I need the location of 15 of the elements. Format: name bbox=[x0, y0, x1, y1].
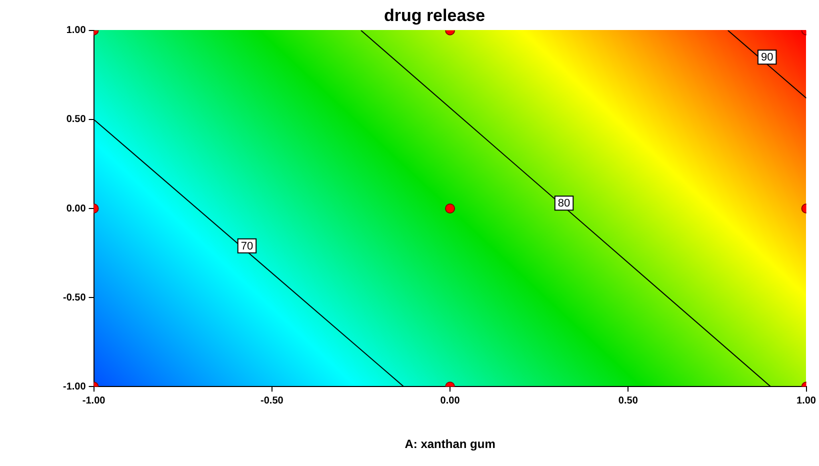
x-axis-title: A: xanthan gum bbox=[404, 437, 496, 452]
y-tick-label: -0.50 bbox=[62, 292, 86, 304]
x-tick-label: 0.00 bbox=[440, 395, 460, 406]
x-tick-label: -0.50 bbox=[260, 395, 284, 406]
annotation: 90 bbox=[760, 52, 774, 64]
y-tick-label: 1.00 bbox=[66, 25, 86, 36]
annotation: 70 bbox=[240, 240, 254, 252]
chart-title: drug release bbox=[384, 6, 486, 25]
x-tick-label: 0.50 bbox=[618, 395, 638, 406]
annotation: 80 bbox=[558, 198, 570, 210]
y-tick-label: 0.00 bbox=[66, 203, 86, 214]
x-tick-label: 1.00 bbox=[796, 395, 816, 406]
x-tick-label: -1.00 bbox=[82, 395, 106, 406]
y-tick-label: -1.00 bbox=[62, 381, 86, 392]
y-tick-label: 0.50 bbox=[66, 114, 86, 126]
